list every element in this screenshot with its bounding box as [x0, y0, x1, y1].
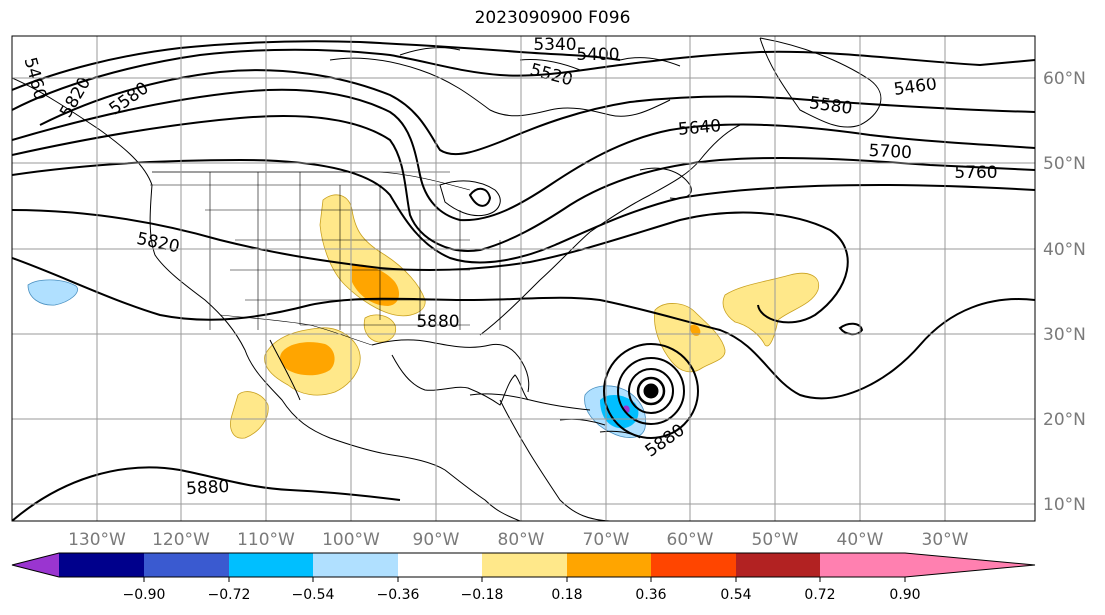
coastlines	[12, 37, 882, 521]
map-frame	[11, 35, 1036, 522]
hurricane-center	[643, 383, 659, 399]
lon-label-110w: 110°W	[237, 530, 295, 550]
map-background	[12, 36, 1035, 521]
fill-epac-lightblue	[27, 279, 78, 306]
lat-label-30n: 30°N	[1043, 325, 1086, 345]
latitude-labels: 60°N 50°N 40°N 30°N 20°N 10°N	[1043, 69, 1086, 515]
lat-label-20n: 20°N	[1043, 410, 1086, 430]
lat-label-50n: 50°N	[1043, 154, 1086, 174]
cbar-tick-label: −0.72	[208, 587, 251, 603]
fill-atlantic-orange	[690, 324, 701, 336]
cbar-seg-6	[482, 553, 567, 577]
hurricane-ring-1	[603, 343, 699, 439]
cbar-outline	[11, 552, 1036, 578]
fill-mexico-orange	[280, 342, 335, 376]
cbar-tick-label: 0.36	[635, 587, 666, 603]
cbar-seg-5	[398, 553, 482, 577]
hurricane-ring-3	[628, 368, 674, 414]
cbar-tick-label: 0.54	[720, 587, 751, 603]
lon-label-100w: 100°W	[322, 530, 380, 550]
cbar-seg-4	[313, 553, 398, 577]
cbar-seg-3	[229, 553, 313, 577]
cbar-seg-1	[59, 553, 144, 577]
colorbar: −0.90 −0.72 −0.54 −0.36 −0.18 0.18 0.36 …	[11, 552, 1036, 603]
cbar-tick-label: −0.90	[123, 587, 166, 603]
cbar-tick-label: −0.18	[461, 587, 504, 603]
cbar-tick-label: 0.18	[551, 587, 582, 603]
fill-hurricane-cyan	[600, 394, 639, 429]
lon-label-30w: 30°W	[922, 530, 969, 550]
cbar-seg-0	[12, 553, 59, 577]
hurricane-rings	[603, 343, 699, 439]
contour-5340	[12, 40, 621, 91]
lon-label-70w: 70°W	[583, 530, 630, 550]
contour-low-greatlakes	[468, 187, 492, 207]
clabel-5700: 5700	[868, 141, 912, 163]
lon-label-40w: 40°W	[837, 530, 884, 550]
cbar-tick-label: −0.54	[292, 587, 335, 603]
contour-5700	[12, 115, 1035, 252]
coast-gulf	[391, 354, 529, 406]
longitude-labels: 130°W 120°W 110°W 100°W 90°W 80°W 70°W 6…	[68, 530, 969, 550]
fill-atlantic-yellow-2	[722, 272, 820, 347]
cbar-seg-11	[905, 553, 1035, 577]
clabel-5640: 5640	[677, 116, 722, 140]
cbar-tick-label: −0.36	[377, 587, 420, 603]
coast-central-america	[499, 399, 611, 521]
clabel-5880-north: 5880	[416, 312, 459, 332]
lon-label-90w: 90°W	[413, 530, 460, 550]
contour-5880-island	[838, 322, 864, 336]
map-title: 2023090900 F096	[474, 8, 631, 28]
contour-5880-south	[12, 466, 401, 521]
coast-gulf-north	[371, 339, 530, 393]
lat-label-60n: 60°N	[1043, 69, 1086, 89]
graticule	[12, 36, 1035, 521]
coast-canada-north	[329, 57, 671, 117]
coast-great-lakes	[439, 180, 501, 217]
cbar-tick-label: 0.90	[889, 587, 920, 603]
contour-5760	[12, 158, 1035, 264]
lon-label-80w: 80°W	[498, 530, 545, 550]
hurricane-ring-2	[617, 357, 685, 425]
clabel-5340: 5340	[533, 35, 576, 55]
coast-east	[479, 124, 741, 336]
lat-label-40n: 40°N	[1043, 240, 1086, 260]
contour-5580	[39, 69, 1035, 156]
lon-label-130w: 130°W	[68, 530, 126, 550]
clabel-5400: 5400	[576, 45, 619, 65]
cbar-seg-10	[820, 553, 905, 577]
contour-5640	[12, 88, 1035, 222]
clabel-5760: 5760	[954, 163, 997, 183]
fill-plains-orange	[352, 264, 400, 306]
lon-label-60w: 60°W	[667, 530, 714, 550]
coast-arctic-islands	[399, 47, 681, 71]
cbar-seg-7	[567, 553, 651, 577]
cbar-ticks	[143, 577, 906, 582]
lon-label-120w: 120°W	[152, 530, 210, 550]
lon-label-50w: 50°W	[752, 530, 799, 550]
height-contours	[12, 40, 1035, 521]
fill-pacific-yellow	[230, 391, 269, 439]
cbar-seg-9	[736, 553, 820, 577]
contour-5460	[12, 48, 1035, 111]
lat-label-10n: 10°N	[1043, 495, 1086, 515]
contour-5820	[12, 209, 849, 324]
cbar-seg-2	[144, 553, 229, 577]
cbar-tick-label: 0.72	[804, 587, 835, 603]
clabel-5880-south: 5880	[186, 477, 230, 499]
contour-5880-north	[12, 257, 1035, 400]
coast-baja	[269, 339, 301, 401]
hurricane-ring-4	[636, 376, 666, 406]
coast-pacific	[12, 77, 521, 521]
cbar-seg-8	[651, 553, 736, 577]
